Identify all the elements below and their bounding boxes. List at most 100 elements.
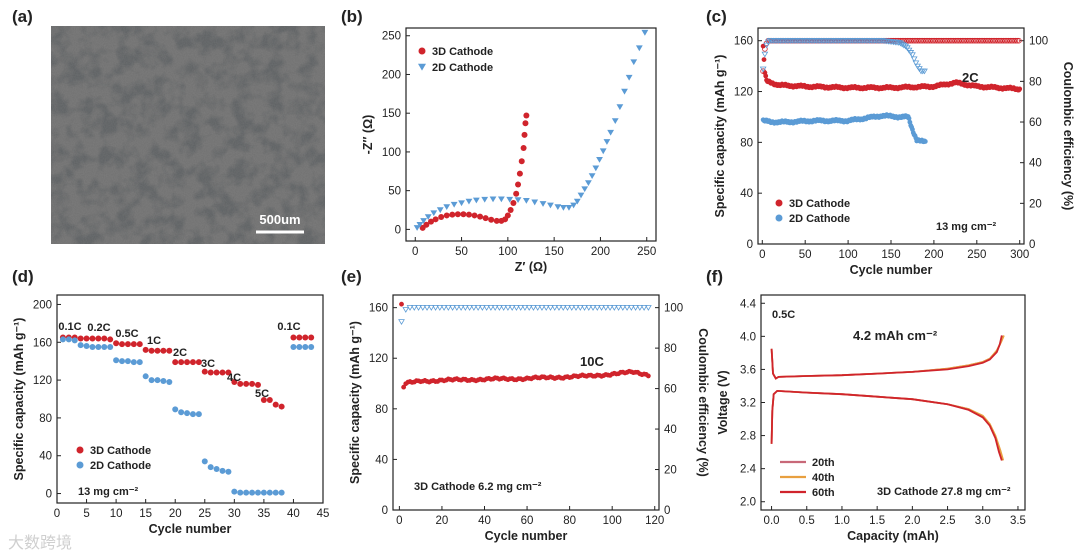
ce-point — [636, 305, 644, 311]
x-tick-label: 20 — [436, 515, 449, 527]
rate-point — [119, 341, 126, 348]
nyquist-point-3d — [520, 145, 527, 152]
rate-point — [272, 489, 279, 496]
y2-tick-label: 100 — [664, 303, 683, 315]
ce-point — [602, 305, 610, 311]
ce-point — [504, 305, 512, 311]
nyquist-point-3d — [477, 213, 484, 220]
y-axis-label: Specific capacity (mAh g⁻¹) — [12, 318, 26, 481]
capacity-point — [399, 301, 404, 307]
x-tick-label: 250 — [637, 246, 656, 258]
nyquist-point-2d — [599, 148, 607, 155]
rate-point — [225, 369, 232, 376]
nyquist-point-2d — [635, 45, 643, 52]
x-tick-label: 250 — [967, 249, 986, 261]
ce-point — [542, 305, 550, 311]
x-tick-label: 40 — [478, 515, 491, 527]
nyquist-point-3d — [423, 221, 430, 228]
rate-point — [266, 396, 273, 403]
nyquist-point-2d — [607, 129, 615, 136]
ce-point — [491, 305, 499, 311]
x-tick-label: 60 — [521, 515, 534, 527]
ce-point — [525, 305, 533, 311]
ce-point — [474, 305, 482, 311]
voltage-curve-discharge — [770, 389, 1003, 461]
x-tick-label: 0 — [54, 508, 60, 520]
nyquist-point-2d — [436, 207, 444, 214]
nyquist-point-2d — [581, 186, 589, 193]
y-tick-label: 120 — [369, 353, 388, 365]
ce-point — [534, 305, 542, 311]
y-tick-label: 120 — [734, 87, 753, 99]
rate-point — [243, 489, 250, 496]
x-tick-label: 0.0 — [764, 515, 780, 527]
legend-marker-2d — [76, 461, 84, 469]
panel-label-f: (f) — [706, 267, 723, 286]
micrograph-panel: 500um — [51, 26, 325, 244]
ce-point — [398, 319, 405, 326]
nyquist-point-2d — [577, 192, 585, 199]
x-axis-label: Cycle number — [850, 263, 933, 277]
x-tick-label: 45 — [317, 508, 330, 520]
rate-label: 0.1C — [58, 321, 81, 333]
rate-point — [172, 406, 179, 413]
y-tick-label: 40 — [39, 451, 52, 463]
nyquist-point-2d — [465, 198, 473, 205]
nyquist-point-2d — [585, 180, 592, 186]
rate-point — [189, 411, 196, 418]
rate-point — [249, 489, 256, 496]
nyquist-point-2d — [554, 204, 562, 210]
nyquist-point-3d — [504, 212, 511, 219]
rate-point — [237, 489, 244, 496]
rate-point — [178, 359, 185, 366]
chart-d-rate: 0 5 10 15 20 25 30 35 40 45 0 40 80 120 160 200 Cycle nu… — [12, 294, 330, 536]
x-axis-label: Capacity (mAh) — [847, 529, 939, 543]
ce-point — [513, 305, 520, 311]
rate-point — [113, 340, 120, 347]
x-tick-label: 3.0 — [975, 515, 991, 527]
nyquist-point-3d — [460, 211, 467, 218]
ce-point — [517, 305, 525, 311]
y-tick-label: 40 — [740, 188, 753, 200]
legend-marker-3d — [76, 446, 84, 454]
ce-point — [538, 305, 546, 311]
x-tick-label: 5 — [83, 508, 89, 520]
y-tick-label: 0 — [382, 505, 388, 517]
x-tick-label: 40 — [287, 508, 300, 520]
ce-point — [432, 305, 439, 311]
y-axis-label: Specific capacity (mAh g⁻¹) — [713, 55, 727, 218]
ce-point — [763, 42, 770, 49]
x-axis-label: Z′ (Ω) — [515, 260, 547, 274]
nyquist-point-3d — [518, 158, 525, 165]
nyquist-point-2d — [596, 156, 603, 163]
nyquist-point-3d — [510, 200, 517, 207]
x-tick-label: 2.0 — [904, 515, 920, 527]
x-axis-label: Cycle number — [485, 529, 568, 543]
y2-tick-label: 0 — [1029, 239, 1035, 251]
x-tick-label: 15 — [139, 508, 152, 520]
rate-point — [195, 411, 202, 418]
x-tick-label: 2.5 — [940, 515, 956, 527]
y-axis-label: Specific capacity (mAh g⁻¹) — [348, 321, 362, 484]
nyquist-point-2d — [630, 59, 638, 66]
ce-point — [496, 305, 503, 311]
rate-annotation: 10C — [580, 354, 604, 369]
nyquist-point-3d — [523, 112, 530, 119]
ce-point — [585, 305, 593, 311]
x-tick-label: 120 — [645, 515, 664, 527]
legend-label-2d: 2D Cathode — [432, 62, 493, 74]
rate-point — [95, 344, 102, 350]
y-tick-label: 3.6 — [740, 364, 756, 376]
legend-label-60th: 60th — [812, 487, 835, 499]
rate-point — [201, 368, 208, 375]
ce-point — [423, 305, 431, 311]
nyquist-point-3d — [449, 211, 456, 218]
ce-point — [410, 305, 418, 311]
ce-point — [440, 305, 448, 311]
rate-point — [71, 337, 78, 344]
rate-point — [249, 380, 256, 387]
x-tick-label: 300 — [1010, 249, 1029, 261]
y-tick-label: 160 — [369, 303, 388, 315]
nyquist-point-2d — [611, 118, 619, 125]
rate-label: 0.1C — [277, 321, 300, 333]
